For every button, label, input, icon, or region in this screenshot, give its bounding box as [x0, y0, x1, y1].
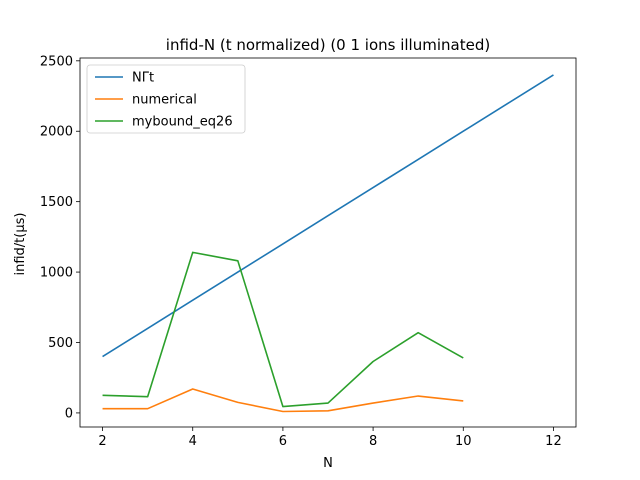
y-axis-label: infid/t(μs) — [13, 213, 28, 276]
x-tick-label: 10 — [455, 434, 472, 449]
legend-label-2: numerical — [132, 93, 197, 108]
x-tick-label: 4 — [189, 434, 197, 449]
series-line-1 — [102, 74, 554, 358]
chart-title: infid-N (t normalized) (0 1 ions illumin… — [166, 36, 490, 54]
y-tick-label: 2500 — [40, 54, 73, 69]
y-tick-label: 2000 — [40, 125, 73, 140]
plot-area: 2 4 6 8 10 12 0 500 1000 1500 2000 2500 — [40, 54, 577, 449]
x-tick-label: 6 — [279, 434, 287, 449]
y-tick-label: 500 — [48, 336, 73, 351]
plot-frame — [79, 57, 577, 428]
x-tick-label: 2 — [98, 434, 106, 449]
series-line-3 — [102, 251, 464, 408]
x-axis-label: N — [323, 456, 333, 471]
x-tick-label: 12 — [545, 434, 562, 449]
x-tick-label: 8 — [369, 434, 377, 449]
y-tick-label: 1000 — [40, 266, 73, 281]
legend: NΓt numerical mybound_eq26 — [86, 64, 246, 134]
legend-label-3: mybound_eq26 — [132, 115, 233, 130]
legend-label-1: NΓt — [132, 71, 154, 86]
series-line-2 — [102, 388, 464, 413]
y-tick-label: 1500 — [40, 195, 73, 210]
y-tick-label: 0 — [65, 406, 73, 421]
legend-box — [86, 64, 246, 134]
